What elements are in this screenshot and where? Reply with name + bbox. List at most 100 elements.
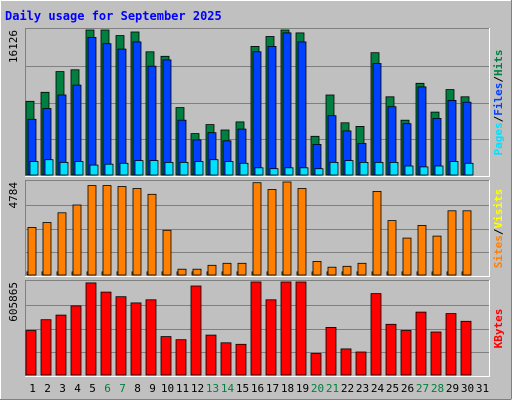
bar-kbytes-day-28 xyxy=(430,331,442,376)
x-tick-label-10: 10 xyxy=(161,382,174,395)
bar-pages-day-30 xyxy=(464,162,474,176)
legend-pages: Pages xyxy=(492,122,505,155)
bar-pages-day-29 xyxy=(449,161,459,176)
bar-sites-day-22 xyxy=(342,265,352,276)
bar-pages-day-23 xyxy=(359,161,369,176)
x-tick-label-31: 31 xyxy=(476,382,489,395)
bar-pages-day-11 xyxy=(179,161,189,176)
bar-pages-day-12 xyxy=(194,161,204,176)
bar-pages-day-1 xyxy=(29,161,39,176)
x-tick-label-7: 7 xyxy=(119,382,126,395)
kbytes-max-label: 605865 xyxy=(7,282,20,322)
bar-files-day-27 xyxy=(417,86,427,176)
bar-kbytes-day-22 xyxy=(340,348,352,376)
bar-sites-day-18 xyxy=(282,181,292,276)
x-tick-label-4: 4 xyxy=(74,382,81,395)
bar-kbytes-day-5 xyxy=(85,282,97,376)
x-tick-label-21: 21 xyxy=(326,382,339,395)
bar-sites-day-4 xyxy=(72,204,82,276)
bar-sites-day-21 xyxy=(327,266,337,276)
bar-kbytes-day-7 xyxy=(115,296,127,376)
bar-pages-day-24 xyxy=(374,161,384,176)
sites-legend-separator: / xyxy=(492,228,505,235)
legend-visits: Visits xyxy=(492,189,505,229)
x-tick-label-20: 20 xyxy=(311,382,324,395)
x-axis-tick-labels: 1 2 3 4 5 6 7 8 9 10 11 12 13 14 15 16 17 18 19 20 21 22 23 24 2… xyxy=(29,382,489,395)
bar-files-day-17 xyxy=(267,46,277,176)
bar-sites-day-25 xyxy=(387,220,397,276)
bar-sites-day-27 xyxy=(417,224,427,276)
hits-legend-separator: / xyxy=(492,76,505,83)
bar-pages-day-13 xyxy=(209,159,219,176)
x-tick-label-12: 12 xyxy=(191,382,204,395)
bar-pages-day-22 xyxy=(344,160,354,176)
bar-pages-day-26 xyxy=(404,165,414,176)
bar-sites-day-20 xyxy=(312,260,322,276)
bar-kbytes-day-24 xyxy=(370,293,382,376)
bar-kbytes-day-9 xyxy=(145,299,157,376)
bar-sites-day-5 xyxy=(87,185,97,276)
x-tick-label-11: 11 xyxy=(176,382,189,395)
bar-pages-day-21 xyxy=(329,161,339,176)
bar-kbytes-day-13 xyxy=(205,334,217,376)
bar-kbytes-day-2 xyxy=(40,319,52,376)
bar-kbytes-day-12 xyxy=(190,285,202,376)
sites-axis-legend: Sites/Visits xyxy=(492,189,505,269)
bar-sites-day-24 xyxy=(372,190,382,276)
bar-pages-day-5 xyxy=(89,164,99,176)
x-tick-label-29: 29 xyxy=(446,382,459,395)
x-tick-label-22: 22 xyxy=(341,382,354,395)
bar-pages-day-18 xyxy=(284,167,294,176)
chart-panels: 16126Pages/Files/Hits4784Sites/Visits605… xyxy=(7,28,505,377)
bar-kbytes-day-11 xyxy=(175,339,187,376)
bar-pages-day-10 xyxy=(164,161,174,176)
x-tick-label-27: 27 xyxy=(416,382,429,395)
bar-files-day-6 xyxy=(102,43,112,176)
bar-pages-day-15 xyxy=(239,162,249,176)
bar-kbytes-day-18 xyxy=(280,281,292,376)
bar-pages-day-7 xyxy=(119,162,129,176)
bar-pages-day-27 xyxy=(419,166,429,176)
bar-sites-day-19 xyxy=(297,188,307,276)
bar-pages-day-9 xyxy=(149,160,159,176)
x-tick-label-17: 17 xyxy=(266,382,279,395)
legend-files: Files xyxy=(492,83,505,116)
bar-files-day-24 xyxy=(372,63,382,176)
bar-files-day-10 xyxy=(162,59,172,176)
bar-pages-day-20 xyxy=(314,168,324,176)
bar-kbytes-day-1 xyxy=(25,330,37,376)
bar-kbytes-day-17 xyxy=(265,299,277,376)
bar-pages-day-2 xyxy=(44,159,54,176)
x-tick-label-1: 1 xyxy=(29,382,36,395)
x-tick-label-24: 24 xyxy=(371,382,385,395)
chart-title: Daily usage for September 2025 xyxy=(5,9,222,23)
bar-sites-day-17 xyxy=(267,189,277,276)
bar-sites-day-7 xyxy=(117,186,127,276)
bar-sites-day-15 xyxy=(237,262,247,276)
bar-pages-day-4 xyxy=(74,161,84,176)
bar-kbytes-day-16 xyxy=(250,281,262,376)
bar-files-day-18 xyxy=(282,32,292,176)
bar-kbytes-day-29 xyxy=(445,313,457,376)
bar-kbytes-day-30 xyxy=(460,320,472,376)
bar-pages-day-28 xyxy=(434,165,444,176)
bar-kbytes-day-26 xyxy=(400,330,412,376)
bar-sites-day-10 xyxy=(162,229,172,276)
bar-pages-day-17 xyxy=(269,168,279,176)
x-tick-label-28: 28 xyxy=(431,382,444,395)
bar-sites-day-11 xyxy=(177,268,187,276)
bar-files-day-9 xyxy=(147,65,157,176)
x-tick-label-9: 9 xyxy=(149,382,156,395)
x-tick-label-15: 15 xyxy=(236,382,249,395)
bar-sites-day-8 xyxy=(132,188,142,276)
bar-kbytes-day-6 xyxy=(100,291,112,376)
bar-sites-day-12 xyxy=(192,268,202,276)
bar-sites-day-1 xyxy=(27,226,37,276)
bar-kbytes-day-14 xyxy=(220,342,232,376)
bar-sites-day-30 xyxy=(462,210,472,276)
bar-kbytes-day-21 xyxy=(325,326,337,376)
x-tick-label-14: 14 xyxy=(221,382,235,395)
kbytes-axis-legend: KBytes xyxy=(492,309,505,349)
legend-kbytes: KBytes xyxy=(492,309,505,349)
